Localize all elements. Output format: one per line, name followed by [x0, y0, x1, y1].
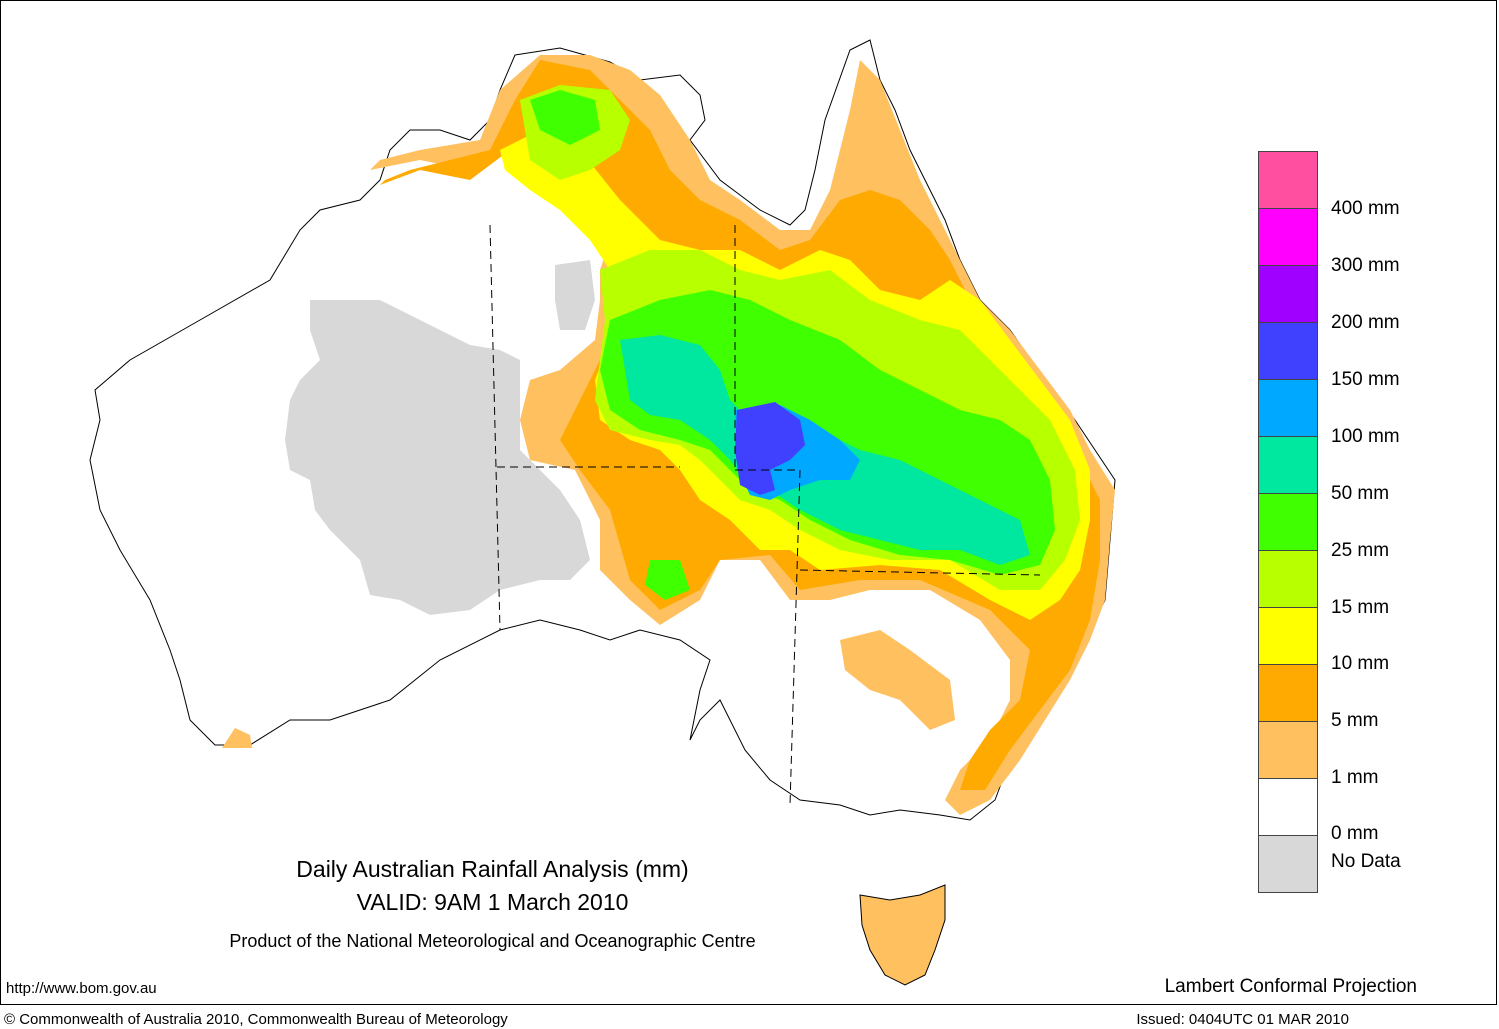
legend-label: 50 mm [1331, 483, 1390, 504]
legend-label: 15 mm [1331, 597, 1390, 618]
legend-swatch [1258, 722, 1318, 779]
legend-swatch [1258, 437, 1318, 494]
legend-swatch [1258, 209, 1318, 266]
valid-time: VALID: 9AM 1 March 2010 [356, 889, 629, 915]
legend-swatch [1258, 551, 1318, 608]
legend-label: 10 mm [1331, 653, 1390, 674]
legend-label: 100 mm [1331, 426, 1400, 447]
legend-swatch [1258, 266, 1318, 323]
website-url[interactable]: http://www.bom.gov.au [6, 980, 157, 997]
legend-label: 5 mm [1331, 710, 1379, 731]
legend-label: 1 mm [1331, 767, 1379, 788]
map-title: Daily Australian Rainfall Analysis (mm) [296, 856, 689, 882]
rain-150-200mm [735, 402, 805, 495]
projection-label: Lambert Conformal Projection [1164, 976, 1417, 997]
legend-label: No Data [1331, 851, 1401, 872]
no-data-nt [555, 260, 595, 330]
legend-label: 25 mm [1331, 540, 1390, 561]
legend-label: 150 mm [1331, 369, 1400, 390]
legend-swatch [1258, 494, 1318, 551]
color-legend [1258, 151, 1318, 893]
legend-label: 200 mm [1331, 312, 1400, 333]
product-credit: Product of the National Meteorological a… [229, 931, 756, 951]
legend-swatch [1258, 151, 1318, 209]
rain-1-5mm-east [840, 630, 955, 730]
legend-swatch [1258, 836, 1318, 893]
tasmania [859, 884, 946, 986]
legend-label: 400 mm [1331, 198, 1400, 219]
no-data-wa [285, 300, 590, 615]
map-frame [0, 0, 1497, 1005]
legend-swatch [1258, 779, 1318, 836]
legend-swatch [1258, 380, 1318, 437]
rain-1-5mm-sw [222, 728, 252, 748]
legend-swatch [1258, 323, 1318, 380]
copyright-text: © Commonwealth of Australia 2010, Common… [4, 1011, 508, 1028]
issued-time: Issued: 0404UTC 01 MAR 2010 [1136, 1011, 1349, 1028]
legend-label: 300 mm [1331, 255, 1400, 276]
legend-label: 0 mm [1331, 823, 1379, 844]
legend-swatch [1258, 608, 1318, 665]
legend-swatch [1258, 665, 1318, 722]
state-borders [489, 224, 1041, 806]
